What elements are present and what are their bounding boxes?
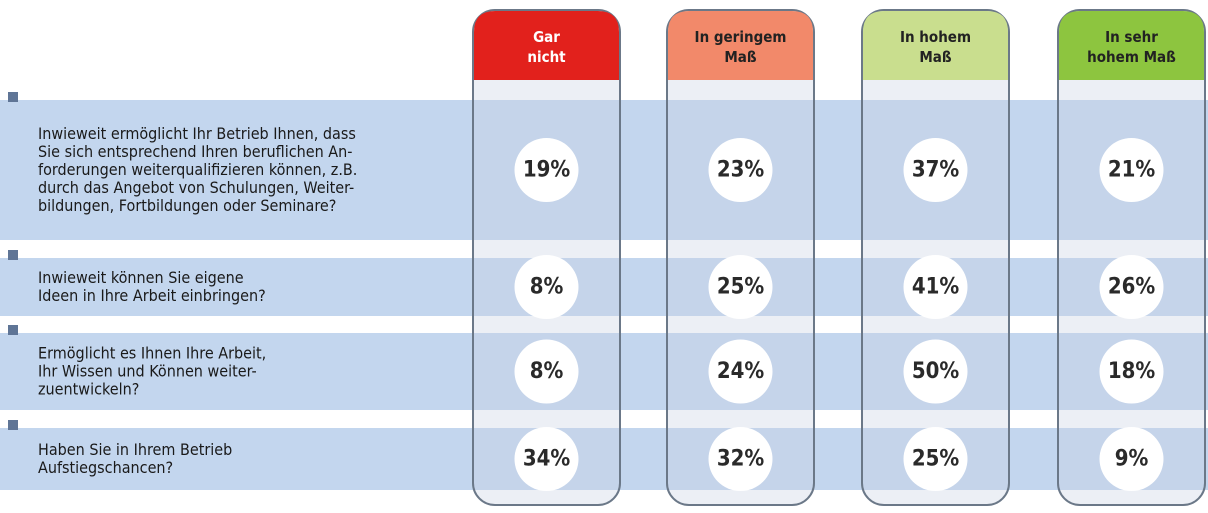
question: Haben Sie in Ihrem Betrieb Aufstiegschanc… <box>38 440 232 477</box>
value-circle <box>708 138 773 202</box>
value-circle <box>903 339 968 404</box>
bullet <box>8 325 18 335</box>
header-line: Maß <box>724 48 757 66</box>
bullet <box>8 420 18 430</box>
value-circle <box>514 255 579 319</box>
value-circle <box>708 427 773 491</box>
column-header-label: In hohem Maß <box>900 28 971 66</box>
column-header <box>474 11 619 80</box>
value-circle <box>514 427 579 491</box>
value-circle <box>514 339 579 404</box>
value-circle <box>903 138 968 202</box>
value: 9% <box>1115 447 1149 472</box>
value: 25% <box>717 275 765 300</box>
value-circle <box>1099 255 1164 319</box>
bullet <box>8 250 18 260</box>
question-line: Aufstiegschancen? <box>38 458 173 477</box>
value: 24% <box>717 359 765 384</box>
value-circle <box>1099 138 1164 202</box>
question: Inwieweit ermöglicht Ihr Betrieb Ihnen, … <box>38 124 357 215</box>
row-band <box>0 258 1208 316</box>
value-circle <box>514 138 579 202</box>
value-circle <box>708 339 773 404</box>
value: 37% <box>912 158 960 183</box>
question-line: Haben Sie in Ihrem Betrieb <box>38 440 232 459</box>
row-band <box>0 100 1208 240</box>
value: 18% <box>1108 359 1156 384</box>
value: 23% <box>717 158 765 183</box>
row-band <box>0 333 1208 410</box>
column-header <box>668 11 813 80</box>
header-line: Gar <box>533 28 560 46</box>
value-circle <box>708 255 773 319</box>
value: 34% <box>523 447 571 472</box>
value: 19% <box>523 158 571 183</box>
question-line: bildungen, Fortbildungen oder Seminare? <box>38 196 336 215</box>
question-line: zuentwickeln? <box>38 380 139 399</box>
question-line: Ideen in Ihre Arbeit einbringen? <box>38 286 266 305</box>
question-line: Inwieweit ermöglicht Ihr Betrieb Ihnen, … <box>38 124 356 143</box>
value-circle <box>903 255 968 319</box>
question-line: Ermöglicht es Ihnen Ihre Arbeit, <box>38 344 266 363</box>
column-header-label: Gar nicht <box>527 28 566 66</box>
value: 8% <box>530 359 564 384</box>
header-line: Maß <box>919 48 952 66</box>
value: 26% <box>1108 275 1156 300</box>
question: Ermöglicht es Ihnen Ihre Arbeit, Ihr Wiss… <box>38 344 266 399</box>
question-line: durch das Angebot von Schulungen, Weiter… <box>38 178 354 197</box>
bullet <box>8 92 18 102</box>
value: 41% <box>912 275 960 300</box>
column-header <box>863 11 1008 80</box>
question-line: forderungen weiterqualifizieren können, … <box>38 160 357 179</box>
question-line: Ihr Wissen und Können weiter- <box>38 362 257 381</box>
question-line: Inwieweit können Sie eigene <box>38 268 244 287</box>
value-circle <box>1099 339 1164 404</box>
column-header-label: In geringem Maß <box>695 28 787 66</box>
row-band <box>0 428 1208 490</box>
value-circle <box>903 427 968 491</box>
column-header-label: In sehr hohem Maß <box>1087 28 1176 66</box>
header-line: hohem Maß <box>1087 48 1176 66</box>
question-line: Sie sich entsprechend Ihren beruflichen … <box>38 142 352 161</box>
header-line: In sehr <box>1105 28 1158 46</box>
value: 8% <box>530 275 564 300</box>
column-header <box>1059 11 1204 80</box>
value: 50% <box>912 359 960 384</box>
value: 21% <box>1108 158 1156 183</box>
value: 32% <box>717 447 765 472</box>
value-circle <box>1099 427 1164 491</box>
header-line: In geringem <box>695 28 787 46</box>
header-line: In hohem <box>900 28 971 46</box>
question: Inwieweit können Sie eigene Ideen in Ihre… <box>38 268 266 305</box>
header-line: nicht <box>527 48 566 66</box>
value: 25% <box>912 447 960 472</box>
